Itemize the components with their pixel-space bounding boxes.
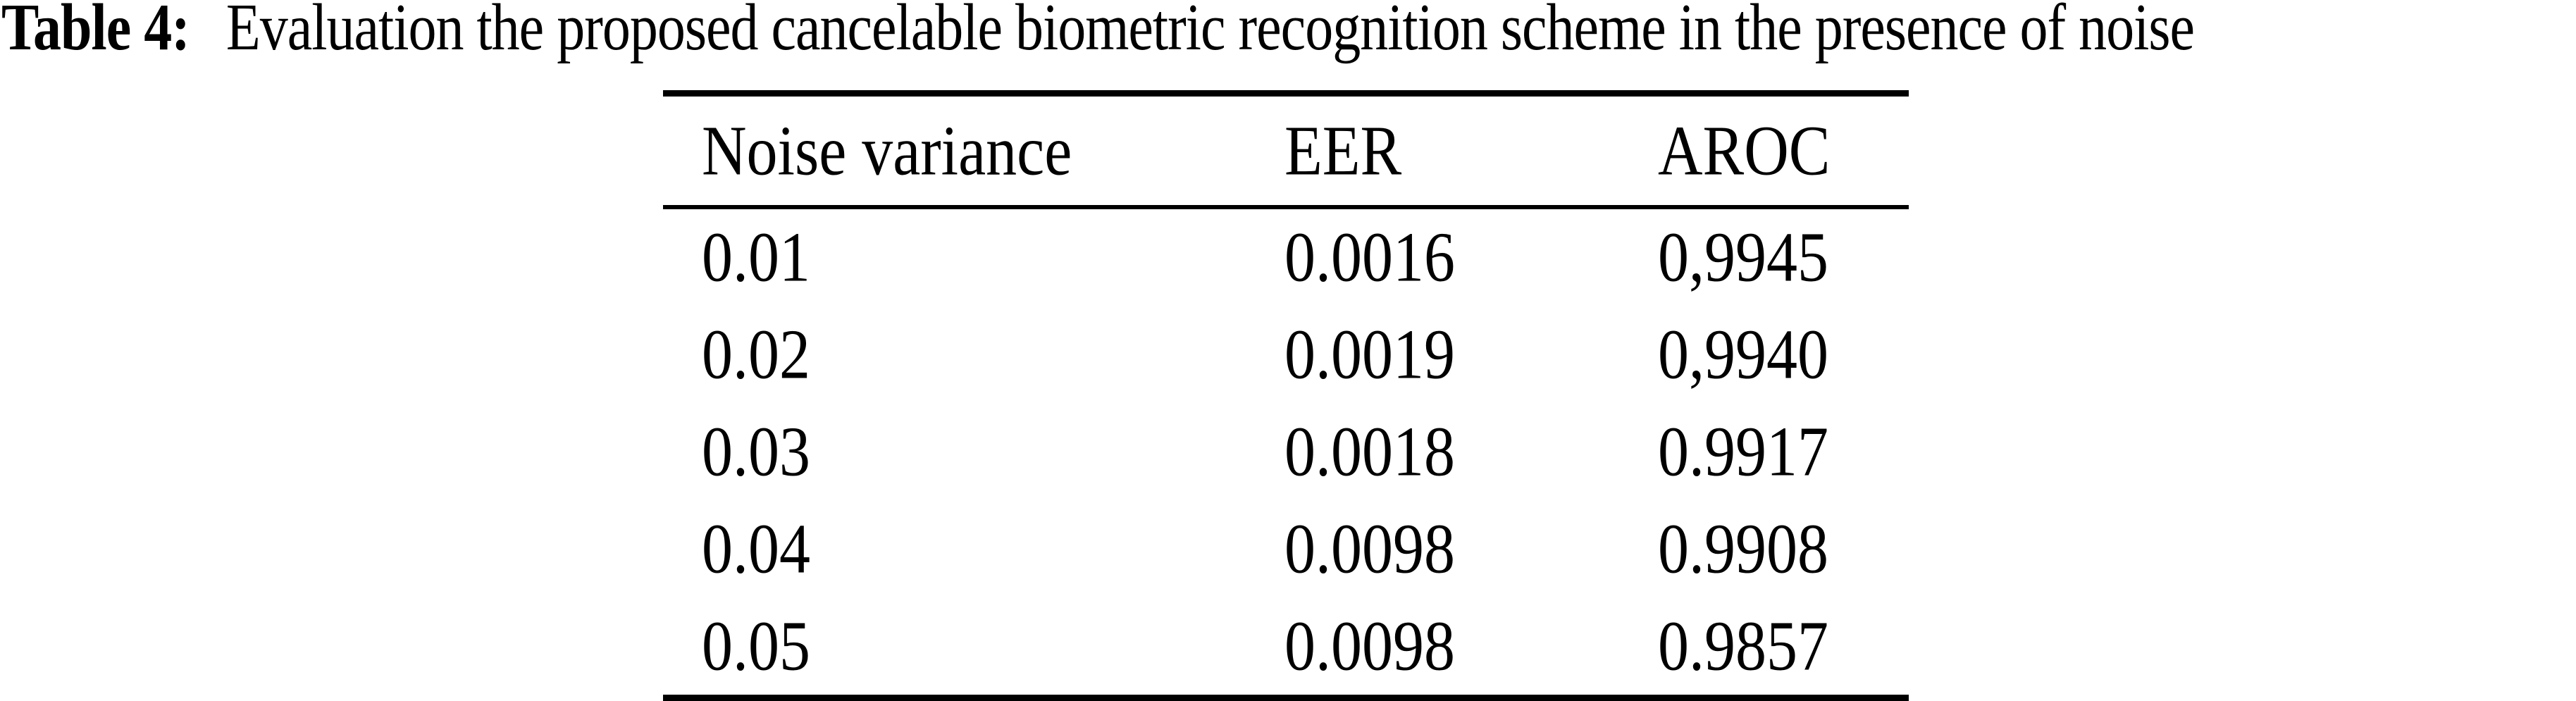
cell-noise-variance-value: 0.03: [702, 412, 810, 492]
cell-noise-variance: 0.05: [663, 607, 1284, 686]
cell-noise-variance-value: 0.02: [702, 315, 810, 395]
header-aroc: AROC: [1658, 111, 1909, 190]
cell-eer: 0.0019: [1284, 316, 1658, 395]
cell-eer: 0.0098: [1284, 607, 1658, 686]
header-noise-variance: Noise variance: [663, 111, 1284, 190]
data-table: Noise variance EER AROC 0.01 0.0016 0,99…: [663, 90, 1909, 701]
cell-eer-value: 0.0019: [1284, 315, 1455, 395]
cell-eer-value: 0.0098: [1284, 509, 1455, 589]
cell-eer-value: 0.0098: [1284, 607, 1455, 686]
cell-noise-variance: 0.03: [663, 413, 1284, 492]
cell-aroc-value: 0.9857: [1658, 607, 1828, 686]
table-top-rule: [663, 90, 1909, 97]
cell-noise-variance-value: 0.04: [702, 509, 810, 589]
cell-noise-variance-value: 0.05: [702, 607, 810, 686]
header-eer: EER: [1284, 111, 1658, 190]
cell-noise-variance-value: 0.01: [702, 218, 810, 297]
table-row: 0.02 0.0019 0,9940: [663, 306, 1909, 404]
header-eer-label: EER: [1284, 111, 1402, 190]
cell-noise-variance: 0.01: [663, 218, 1284, 297]
cell-aroc-value: 0.9917: [1658, 412, 1828, 492]
table-caption-text: Evaluation the proposed cancelable biome…: [225, 0, 2195, 65]
cell-aroc: 0,9940: [1658, 316, 1909, 395]
cell-eer: 0.0098: [1284, 510, 1658, 589]
header-aroc-label: AROC: [1658, 111, 1831, 190]
table-caption-label: Table 4:: [1, 0, 190, 65]
cell-aroc-value: 0,9945: [1658, 218, 1828, 297]
table-row: 0.04 0.0098 0.9908: [663, 500, 1909, 597]
table-row: 0.01 0.0016 0,9945: [663, 209, 1909, 306]
table-row: 0.05 0.0098 0.9857: [663, 597, 1909, 695]
cell-eer-value: 0.0018: [1284, 412, 1455, 492]
table-header-rule: [663, 205, 1909, 209]
cell-aroc-value: 0,9940: [1658, 315, 1828, 395]
cell-eer-value: 0.0016: [1284, 218, 1455, 297]
header-noise-variance-label: Noise variance: [702, 111, 1072, 190]
table-bottom-rule: [663, 695, 1909, 701]
cell-aroc: 0.9917: [1658, 413, 1909, 492]
cell-aroc: 0.9908: [1658, 510, 1909, 589]
table-row: 0.03 0.0018 0.9917: [663, 404, 1909, 501]
cell-eer: 0.0016: [1284, 218, 1658, 297]
cell-aroc-value: 0.9908: [1658, 509, 1828, 589]
table-header-row: Noise variance EER AROC: [663, 97, 1909, 205]
cell-eer: 0.0018: [1284, 413, 1658, 492]
cell-aroc: 0.9857: [1658, 607, 1909, 686]
cell-noise-variance: 0.04: [663, 510, 1284, 589]
table-caption: Table 4: Evaluation the proposed cancelab…: [1, 0, 2195, 65]
table-body: 0.01 0.0016 0,9945 0.02 0.0019 0,9940 0.…: [663, 209, 1909, 695]
cell-noise-variance: 0.02: [663, 316, 1284, 395]
cell-aroc: 0,9945: [1658, 218, 1909, 297]
